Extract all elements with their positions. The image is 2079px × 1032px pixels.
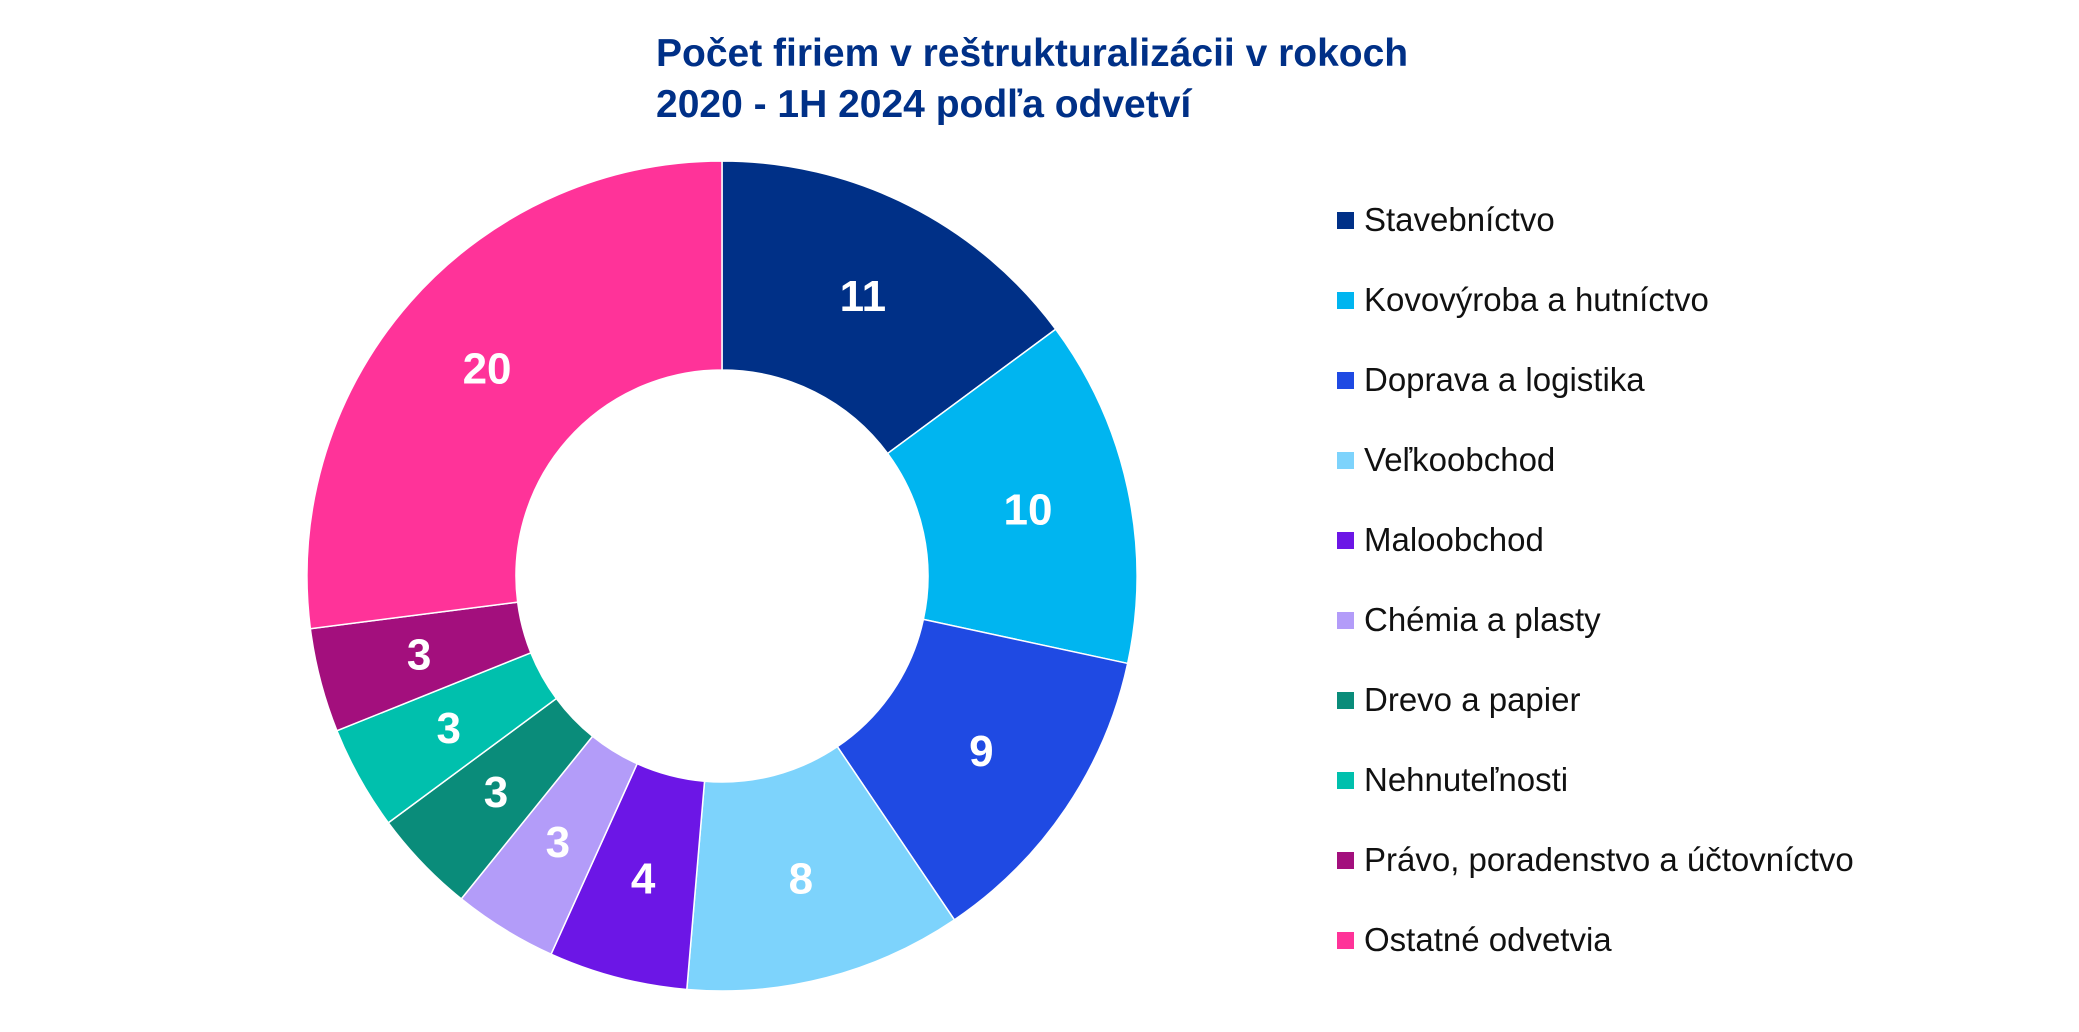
legend-swatch — [1337, 371, 1354, 389]
slice-value-label-9: 20 — [463, 345, 512, 394]
slice-1 — [886, 328, 1138, 665]
chart-title-line-1: Počet firiem v reštrukturalizácii v roko… — [656, 32, 1409, 75]
legend-item-7: Nehnuteľnosti — [1337, 740, 1854, 820]
legend-item-2: Doprava a logistika — [1337, 340, 1854, 420]
legend-swatch — [1337, 211, 1354, 229]
legend-label: Drevo a papier — [1364, 681, 1581, 718]
slice-value-label-6: 3 — [484, 768, 508, 817]
donut-slices — [306, 160, 1138, 992]
legend-label: Ostatné odvetvia — [1364, 921, 1612, 958]
slice-0 — [721, 160, 1057, 455]
legend-item-8: Právo, poradenstvo a účtovníctvo — [1337, 820, 1854, 900]
legend-label: Nehnuteľnosti — [1364, 761, 1569, 798]
slice-value-label-7: 3 — [437, 704, 461, 753]
legend-label: Doprava a logistika — [1364, 361, 1645, 398]
slice-value-label-0: 11 — [840, 272, 887, 321]
legend-item-4: Maloobchod — [1337, 500, 1854, 580]
slice-2 — [836, 618, 1129, 921]
legend-item-3: Veľkoobchod — [1337, 420, 1854, 500]
legend-swatch — [1337, 691, 1354, 709]
legend-item-9: Ostatné odvetvia — [1337, 900, 1854, 980]
legend-swatch — [1337, 451, 1354, 469]
legend-swatch — [1337, 931, 1354, 949]
legend-label: Stavebníctvo — [1364, 201, 1555, 238]
legend-item-1: Kovovýroba a hutníctvo — [1337, 260, 1854, 340]
legend-swatch — [1337, 771, 1354, 789]
legend-swatch — [1337, 851, 1354, 869]
slice-3 — [685, 745, 956, 992]
slice-9 — [306, 160, 723, 630]
legend-item-6: Drevo a papier — [1337, 660, 1854, 740]
slice-value-label-1: 10 — [1003, 486, 1052, 535]
legend-item-0: Stavebníctvo — [1337, 180, 1854, 260]
slice-value-label-4: 4 — [631, 854, 656, 903]
legend-label: Právo, poradenstvo a účtovníctvo — [1364, 841, 1854, 878]
legend-swatch — [1337, 291, 1354, 309]
slice-value-label-2: 9 — [969, 727, 993, 776]
legend-item-5: Chémia a plasty — [1337, 580, 1854, 660]
legend-label: Chémia a plasty — [1364, 601, 1601, 638]
legend-label: Maloobchod — [1364, 521, 1544, 558]
legend-label: Kovovýroba a hutníctvo — [1364, 281, 1709, 318]
legend-swatch — [1337, 611, 1354, 629]
legend-label: Veľkoobchod — [1364, 441, 1556, 478]
slice-value-label-5: 3 — [546, 818, 570, 867]
chart-title: Počet firiem v reštrukturalizácii v roko… — [656, 28, 1408, 130]
chart-title-line-2: 2020 - 1H 2024 podľa odvetví — [656, 83, 1192, 126]
legend-swatch — [1337, 531, 1354, 549]
slice-value-label-8: 3 — [407, 630, 431, 679]
slice-value-label-3: 8 — [789, 854, 813, 903]
chart-legend: Stavebníctvo Kovovýroba a hutníctvo Doprav… — [1337, 180, 1854, 980]
